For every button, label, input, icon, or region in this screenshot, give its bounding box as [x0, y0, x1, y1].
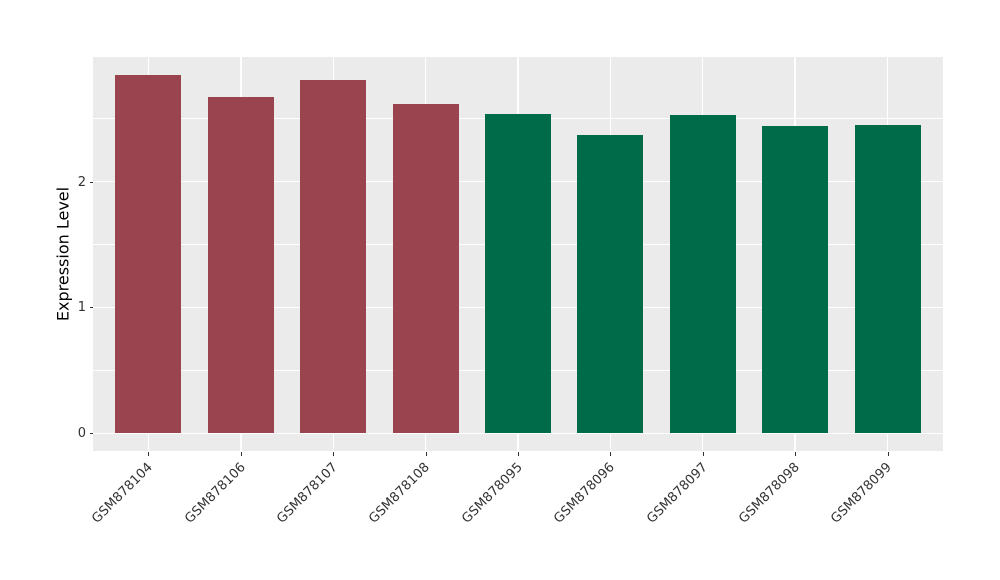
- y-tick-label: 2: [77, 174, 86, 190]
- bar-GSM878104: [115, 74, 182, 434]
- x-tick-mark: [333, 452, 335, 456]
- x-tick-label: GSM878107: [274, 460, 341, 527]
- y-tick-mark: [90, 181, 93, 183]
- x-tick-mark: [610, 452, 612, 456]
- y-tick-label: 0: [77, 426, 86, 442]
- x-tick-mark: [518, 452, 519, 456]
- x-tick-label: GSM878104: [89, 460, 157, 527]
- bar-GSM878106: [207, 97, 274, 434]
- x-tick-mark: [887, 452, 889, 456]
- bar-GSM878095: [485, 113, 551, 434]
- x-tick-mark: [148, 452, 150, 456]
- bar-GSM878096: [577, 135, 644, 434]
- bar-GSM878107: [300, 79, 367, 434]
- x-tick-mark: [425, 452, 427, 456]
- x-tick-label: GSM878095: [459, 460, 526, 527]
- x-tick-label: GSM878096: [551, 460, 618, 527]
- bar-GSM878097: [669, 114, 736, 434]
- y-tick-mark: [90, 433, 93, 435]
- y-tick-label: 1: [77, 300, 86, 316]
- x-tick-label: GSM878099: [828, 460, 896, 527]
- bar-GSM878108: [392, 103, 459, 434]
- x-tick-mark: [240, 452, 242, 456]
- y-tick-mark: [90, 307, 93, 309]
- x-tick-label: GSM878097: [643, 460, 711, 527]
- plot-panel: [93, 57, 943, 451]
- x-tick-mark: [795, 452, 797, 456]
- x-tick-label: GSM878108: [366, 460, 434, 527]
- x-tick-mark: [702, 452, 704, 456]
- x-tick-label: GSM878106: [181, 460, 249, 527]
- bar-GSM878098: [762, 126, 829, 434]
- bar-GSM878099: [854, 124, 921, 434]
- x-tick-label: GSM878098: [736, 460, 803, 527]
